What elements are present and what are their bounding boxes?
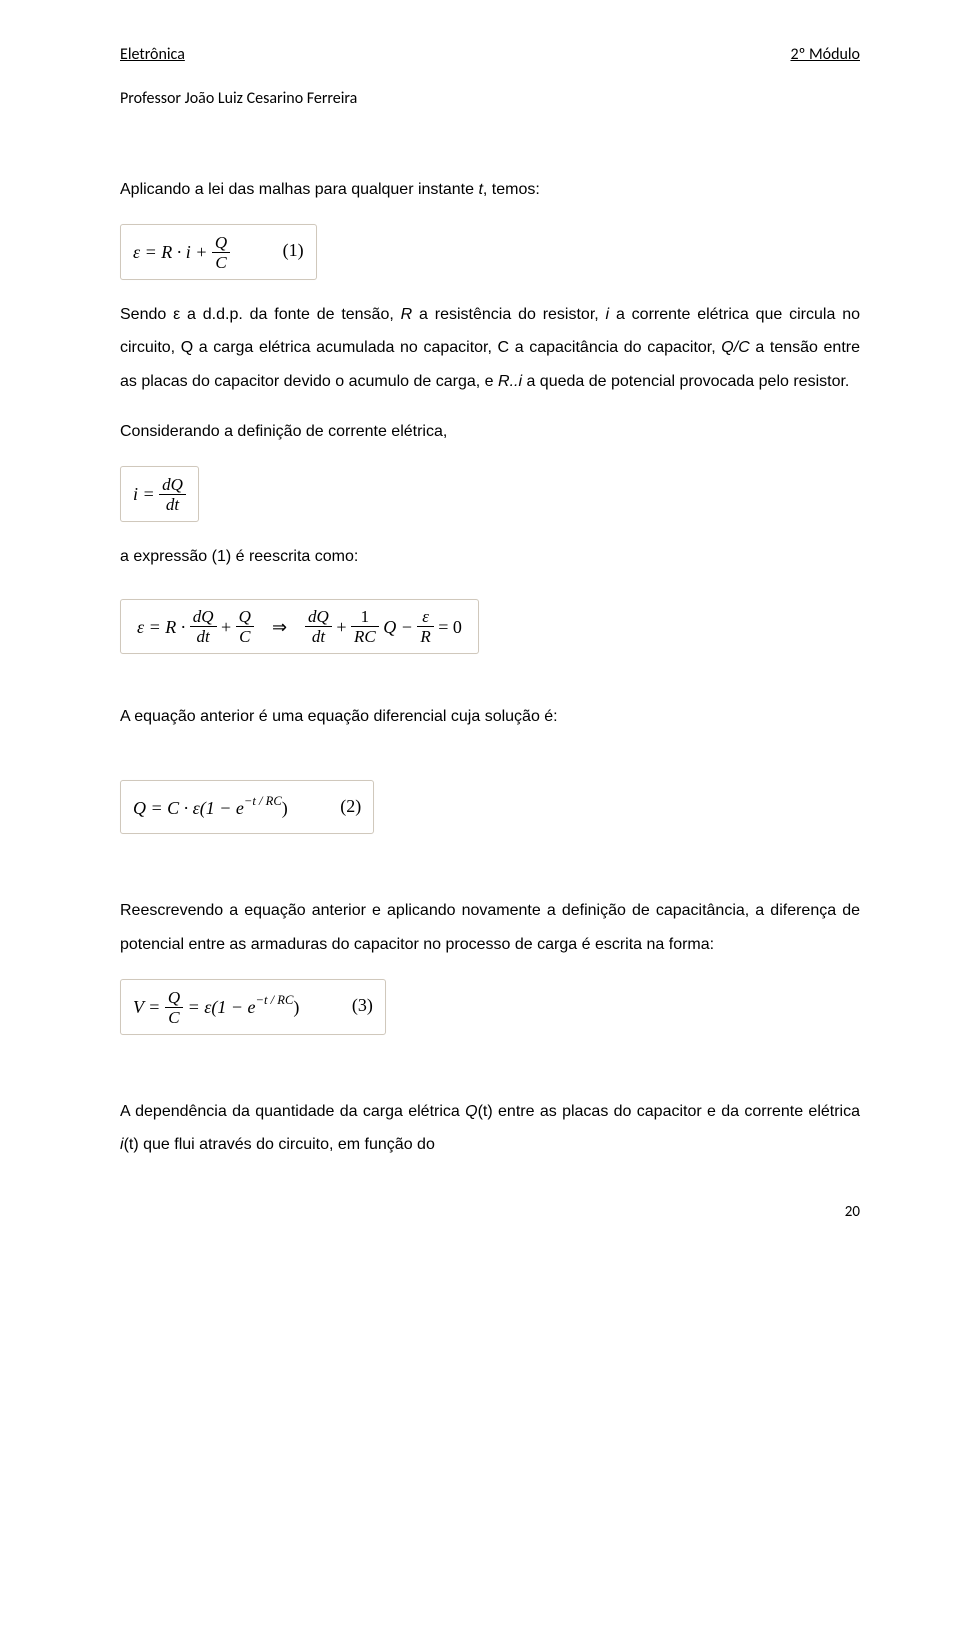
equation-2-solution: Q = C · ε(1 − e−t / RC) (2) xyxy=(120,780,374,834)
equation-current-def: i = dQ dt xyxy=(120,466,199,521)
equation-1: ε = R · i + Q C (1) xyxy=(120,224,317,279)
header-right: 2º Módulo xyxy=(790,40,860,70)
equation-3: ε = R · dQdt + QC ⇒ dQdt + 1RC Q − εR = … xyxy=(120,599,479,654)
paragraph-6: Reescrevendo a equação anterior e aplica… xyxy=(120,894,860,961)
equation-1-number: (1) xyxy=(283,233,304,267)
paragraph-2: Sendo ε a d.d.p. da fonte de tensão, R a… xyxy=(120,298,860,399)
equation-3-voltage: V = QC = ε(1 − e−t / RC) (3) xyxy=(120,979,386,1034)
paragraph-4: a expressão (1) é reescrita como: xyxy=(120,540,860,574)
paragraph-7: A dependência da quantidade da carga elé… xyxy=(120,1095,860,1162)
professor-line: Professor João Luiz Cesarino Ferreira xyxy=(120,84,860,114)
paragraph-3: Considerando a definição de corrente elé… xyxy=(120,415,860,449)
header-left: Eletrônica xyxy=(120,40,185,70)
paragraph-1: Aplicando a lei das malhas para qualquer… xyxy=(120,173,860,207)
page-header: Eletrônica 2º Módulo xyxy=(120,40,860,72)
page-number: 20 xyxy=(120,1198,860,1227)
equation-2-number: (2) xyxy=(340,789,361,823)
paragraph-5: A equação anterior é uma equação diferen… xyxy=(120,700,860,734)
equation-3-number: (3) xyxy=(352,988,373,1022)
